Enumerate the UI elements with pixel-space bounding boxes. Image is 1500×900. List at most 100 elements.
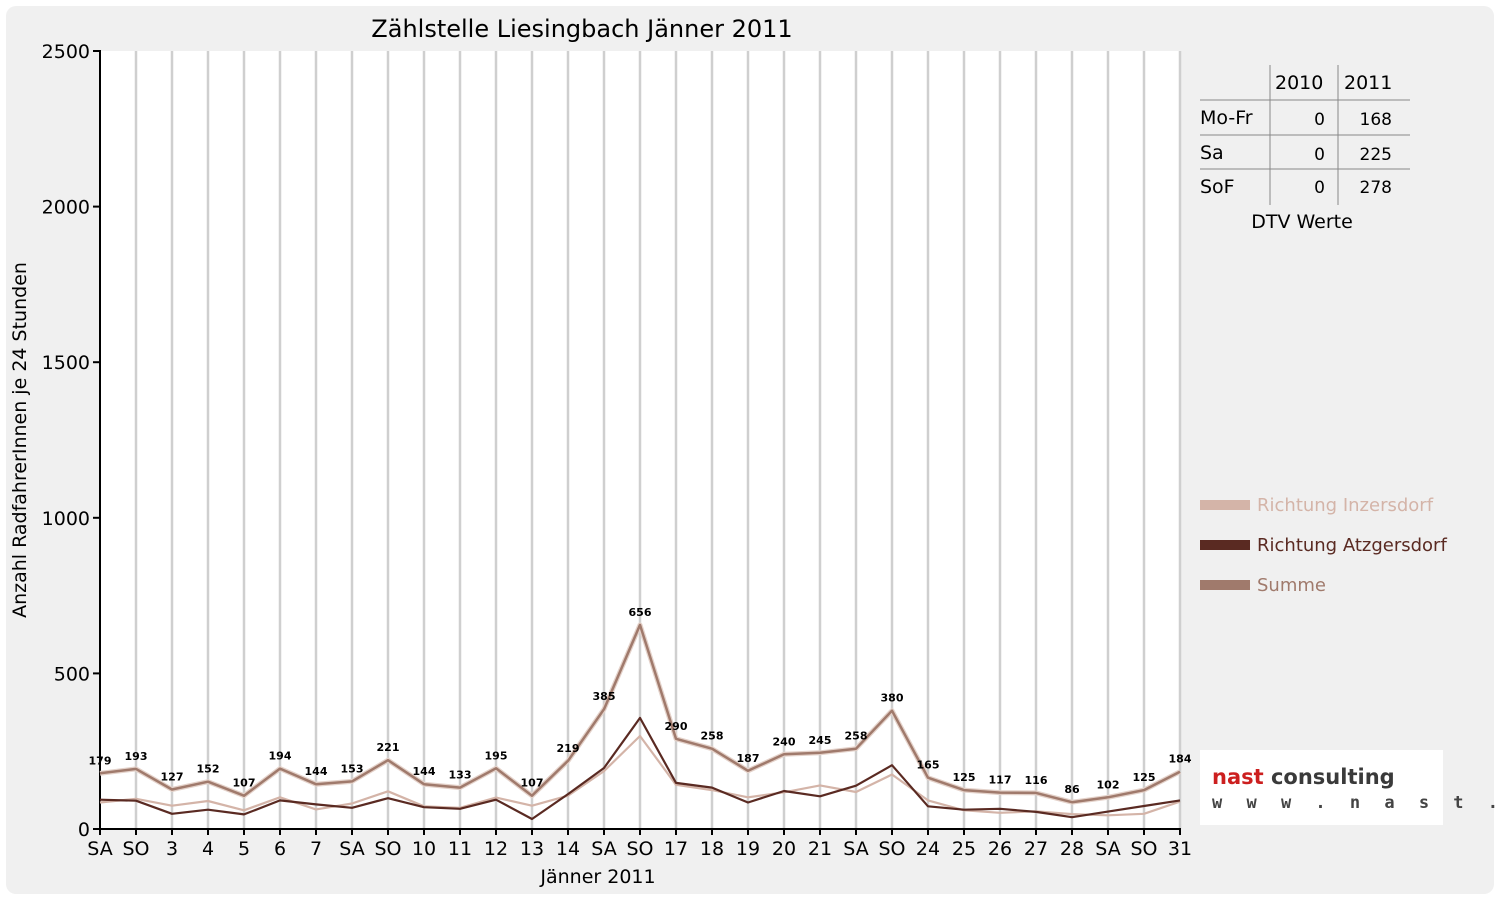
dtv-cell-2010: 0	[1314, 145, 1325, 165]
y-tick-label: 500	[54, 663, 90, 685]
data-label: 240	[773, 735, 796, 748]
dtv-table: 2010 2011 Mo-Fr 0 168 Sa 0 225 SoF 0 278…	[1200, 65, 1410, 233]
data-label: 179	[89, 754, 112, 767]
x-tick-label: 26	[988, 838, 1012, 860]
data-label: 193	[125, 750, 148, 763]
y-tick-label: 1000	[42, 508, 90, 530]
x-axis-title: Jänner 2011	[539, 866, 655, 888]
x-tick-label: 27	[1024, 838, 1048, 860]
dtv-header-2011: 2011	[1344, 72, 1392, 94]
data-label: 245	[809, 734, 832, 747]
x-tick-label: SA	[843, 838, 868, 860]
data-label: 153	[341, 762, 364, 775]
data-label: 117	[989, 774, 1012, 787]
logo-brand-nast: nast	[1212, 765, 1264, 789]
data-label: 144	[305, 765, 328, 778]
legend: Richtung Inzersdorf Richtung Atzgersdorf S…	[1200, 495, 1447, 596]
data-label: 380	[881, 692, 904, 705]
dtv-cell-2010: 0	[1314, 110, 1325, 130]
y-tick-label: 1500	[42, 352, 90, 374]
data-label: 195	[485, 749, 508, 762]
data-label: 102	[1097, 778, 1120, 791]
data-label: 152	[197, 763, 220, 776]
data-label: 184	[1169, 753, 1192, 766]
data-label: 107	[521, 777, 544, 790]
data-label: 165	[917, 759, 940, 772]
data-label: 221	[377, 741, 400, 754]
legend-swatch	[1200, 540, 1250, 550]
legend-label: Summe	[1257, 575, 1326, 596]
x-tick-label: 5	[238, 838, 250, 860]
dtv-header-2010: 2010	[1275, 72, 1323, 94]
x-tick-label: 19	[736, 838, 760, 860]
x-tick-label: 10	[412, 838, 436, 860]
x-tick-label: 31	[1168, 838, 1192, 860]
data-label: 656	[629, 606, 652, 619]
x-tick-label: 20	[772, 838, 796, 860]
data-label: 86	[1064, 783, 1080, 796]
data-label: 107	[233, 777, 256, 790]
dtv-row-label: SoF	[1200, 176, 1235, 198]
dtv-cell-2011: 278	[1360, 178, 1392, 198]
x-tick-label: 17	[664, 838, 688, 860]
legend-label: Richtung Inzersdorf	[1257, 495, 1434, 516]
x-tick-label: SA	[87, 838, 112, 860]
x-tick-label: 11	[448, 838, 472, 860]
data-label: 258	[845, 730, 868, 743]
legend-label: Richtung Atzgersdorf	[1257, 535, 1447, 556]
data-label: 187	[737, 752, 760, 765]
x-tick-label: 4	[202, 838, 214, 860]
logo-brand: nast consulting	[1212, 765, 1395, 789]
data-label: 127	[161, 770, 184, 783]
dtv-cell-2010: 0	[1314, 178, 1325, 198]
y-axis-title: Anzahl RadfahrerInnen je 24 Stunden	[9, 262, 31, 618]
data-label: 290	[665, 720, 688, 733]
logo-brand-consulting: consulting	[1264, 765, 1395, 789]
legend-swatch	[1200, 500, 1250, 510]
nast-consulting-logo: nast consulting w w w . n a s t . a t	[1200, 750, 1500, 825]
data-label: 116	[1025, 774, 1048, 787]
dtv-row-label: Mo-Fr	[1200, 107, 1253, 129]
y-tick-label: 2000	[42, 197, 90, 219]
x-tick-label: SA	[339, 838, 364, 860]
grid-layer	[134, 51, 1182, 829]
data-label: 125	[953, 771, 976, 784]
x-tick-label: SO	[878, 838, 905, 860]
data-label: 194	[269, 750, 292, 763]
x-tick-label: SO	[374, 838, 401, 860]
data-label: 258	[701, 730, 724, 743]
x-tick-label: 6	[274, 838, 286, 860]
x-tick-label: 18	[700, 838, 724, 860]
series-layer	[99, 622, 1182, 821]
x-tick-label: 12	[484, 838, 508, 860]
chart-title: Zählstelle Liesingbach Jänner 2011	[371, 15, 792, 43]
x-tick-label: SO	[122, 838, 149, 860]
data-label: 385	[593, 690, 616, 703]
data-label-layer: 179 193 127 152 107 194 144 153 221 144 133 195 107 2…	[89, 606, 1192, 796]
dtv-cell-2011: 225	[1360, 145, 1392, 165]
data-label: 144	[413, 765, 436, 778]
data-label: 133	[449, 769, 472, 782]
x-tick-label: 14	[556, 838, 580, 860]
dtv-caption: DTV Werte	[1251, 211, 1353, 233]
y-tick-label: 0	[78, 819, 90, 841]
y-tick-label: 2500	[42, 41, 90, 63]
x-tick-label: 7	[310, 838, 322, 860]
x-tick-label: 21	[808, 838, 832, 860]
axis-layer: 0 500 1000 1500 2000 2500 SA SO 3 4 5 6 7 SA SO 10 11 12 1…	[42, 41, 1192, 860]
x-tick-label: SO	[626, 838, 653, 860]
data-label: 125	[1133, 771, 1156, 784]
logo-url: w w w . n a s t . a t	[1212, 793, 1500, 813]
x-tick-label: SA	[1095, 838, 1120, 860]
dtv-cell-2011: 168	[1360, 110, 1392, 130]
legend-swatch	[1200, 580, 1250, 590]
x-tick-label: 25	[952, 838, 976, 860]
x-tick-label: 28	[1060, 838, 1084, 860]
dtv-row-label: Sa	[1200, 142, 1224, 164]
x-tick-label: 13	[520, 838, 544, 860]
x-tick-label: 24	[916, 838, 940, 860]
x-tick-label: 3	[166, 838, 178, 860]
x-tick-label: SO	[1130, 838, 1157, 860]
data-label: 219	[557, 742, 580, 755]
